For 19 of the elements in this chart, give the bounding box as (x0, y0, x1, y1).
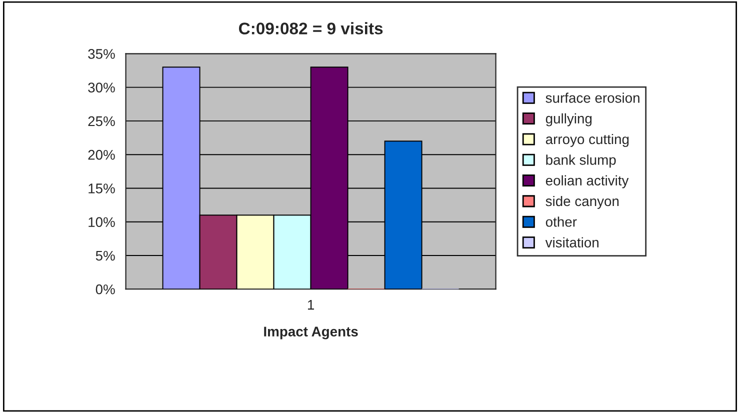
y-tick-label: 35% (88, 49, 115, 59)
y-tick-label: 5% (96, 250, 115, 261)
y-tick-label: 15% (88, 184, 115, 194)
legend-label: side canyon (546, 196, 619, 209)
legend-label: gullying (546, 113, 592, 126)
legend-label: surface erosion (546, 92, 640, 103)
y-tick-label: 30% (88, 82, 115, 92)
y-tick-label: 10% (88, 217, 115, 228)
x-tick-label: 1 (308, 300, 314, 310)
legend-label: eolian activity (546, 175, 629, 188)
y-tick-label: 25% (88, 116, 115, 126)
legend-label: arroyo cutting (546, 134, 629, 147)
legend-label: other (546, 216, 577, 227)
x-axis-title: Impact Agents (264, 326, 358, 340)
y-tick-label: 20% (88, 150, 115, 160)
y-tick-label: 0% (96, 284, 115, 294)
legend-label: bank slump (546, 154, 616, 168)
legend-label: visitation (545, 237, 598, 248)
chart-title: C:09:082 = 9 visits (238, 22, 383, 34)
